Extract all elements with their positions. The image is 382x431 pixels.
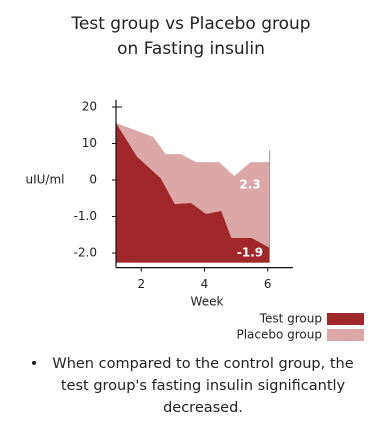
chart-title: on Fasting insulin: [117, 39, 265, 59]
legend-swatch: [327, 329, 364, 341]
y-axis-label: uIU/ml: [26, 173, 65, 187]
annotation: -1.9: [237, 246, 263, 260]
y-tick-label: 10: [82, 136, 97, 150]
x-tick-label: 6: [264, 277, 272, 291]
x-axis-label: Week: [191, 295, 224, 309]
bullet: •: [30, 356, 39, 372]
note-line: test group's fasting insulin significant…: [61, 378, 346, 394]
y-tick-label: -2.0: [74, 246, 97, 260]
x-tick-label: 2: [137, 277, 145, 291]
y-tick-label: -1.0: [74, 209, 97, 223]
y-tick-label: 20: [82, 100, 97, 114]
area: [116, 123, 270, 263]
note-line: decreased.: [163, 400, 243, 416]
legend-label: Test group: [259, 312, 322, 326]
legend-label: Placebo group: [236, 328, 322, 342]
chart-title: Test group vs Placebo group: [70, 14, 310, 34]
note-line: When compared to the control group, the: [52, 356, 353, 372]
y-tick-label: 0: [89, 173, 97, 187]
annotation: 2.3: [239, 178, 260, 192]
legend-swatch: [327, 313, 364, 325]
x-tick-label: 4: [201, 277, 209, 291]
